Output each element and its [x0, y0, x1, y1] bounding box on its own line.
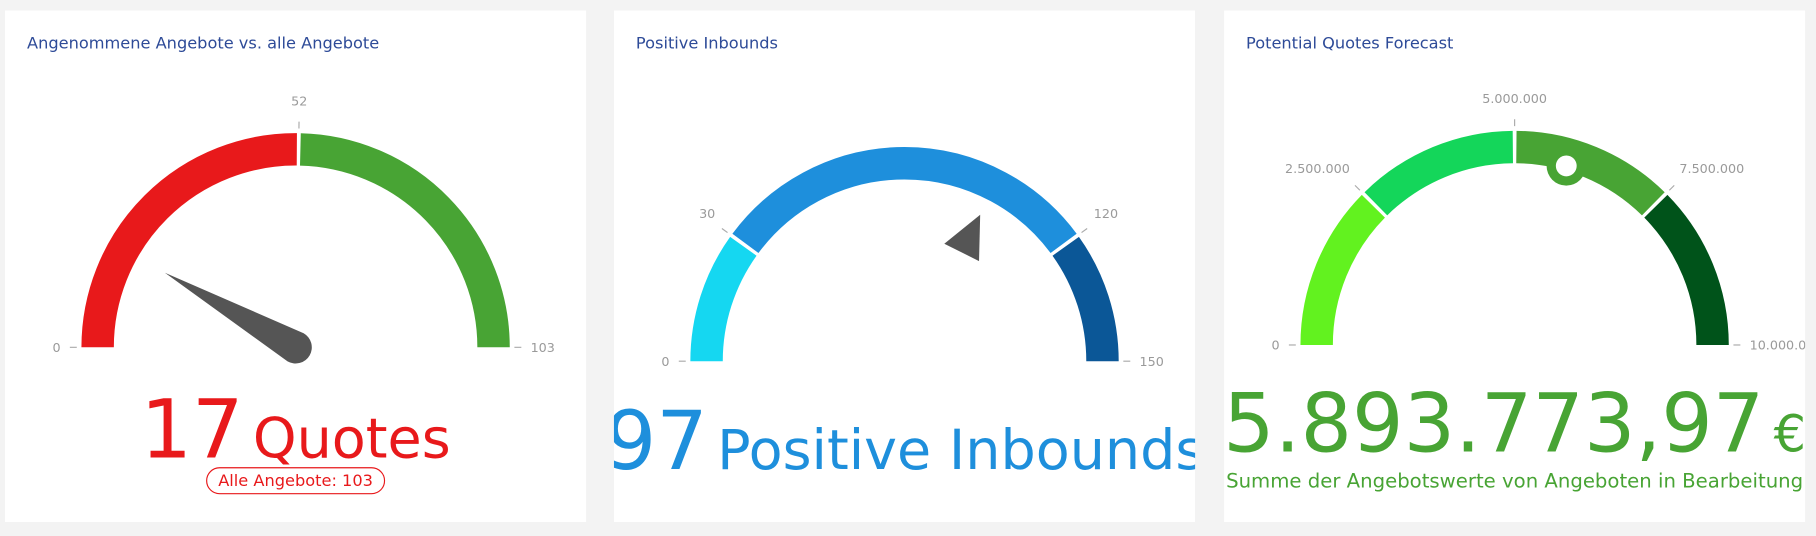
panel-title: Angenommene Angebote vs. alle Angebote [27, 34, 379, 53]
panel: Potential Quotes Forecast 0 2.500.000 5.000… [1223, 10, 1816, 523]
tick-mark [1668, 184, 1675, 191]
value-unit: € [1774, 405, 1806, 464]
tick-label: 10.000.000 [1750, 339, 1816, 354]
gauge-band [1364, 130, 1514, 216]
value-number: 97 [605, 395, 708, 489]
value-unit: Positive Inbounds [717, 418, 1204, 483]
panel-bg [613, 10, 1196, 523]
gauge-band [1300, 194, 1386, 346]
tick-label: 7.500.000 [1679, 162, 1744, 177]
tick-mark [1354, 184, 1361, 191]
pointer-ring-hole [1555, 155, 1577, 177]
needle [164, 272, 312, 364]
gauge-band [1644, 194, 1729, 346]
panel-title: Positive Inbounds [636, 34, 778, 53]
tick-label: 5.000.000 [1482, 92, 1547, 107]
gauge-band [1052, 236, 1119, 362]
tick-label: 30 [699, 207, 715, 222]
tick-mark [721, 228, 728, 234]
tick-label: 0 [1272, 339, 1280, 354]
panel-title: Potential Quotes Forecast [1246, 34, 1453, 53]
subtitle-box [206, 467, 386, 495]
panel: Angenommene Angebote vs. alle Angebote 0 5… [5, 10, 587, 523]
tick-label: 120 [1094, 207, 1118, 222]
tick-label: 52 [291, 94, 307, 109]
value-number: 5.893.773,97 [1223, 377, 1764, 471]
gauge-band [1515, 130, 1665, 216]
tick-label: 103 [531, 341, 555, 356]
value-number: 17 [141, 383, 244, 477]
value-unit: Quotes [253, 406, 451, 471]
gauge-band [732, 147, 1077, 254]
value-text: 17 Quotes [141, 383, 451, 477]
tick-label: 0 [661, 355, 669, 370]
gauge-band [81, 133, 297, 348]
subtitle: Summe der Angebotswerte von Angeboten in… [1226, 469, 1803, 492]
value-text: 5.893.773,97 € [1223, 377, 1806, 471]
subtitle: Alle Angebote: 103 [218, 471, 373, 490]
pointer-triangle [944, 214, 981, 262]
tick-label: 0 [52, 341, 60, 356]
gauge-band [299, 133, 510, 348]
tick-mark [1081, 228, 1088, 234]
value-text: 97 Positive Inbounds [605, 395, 1205, 489]
gauge-band [690, 236, 757, 362]
tick-label: 150 [1140, 355, 1164, 370]
tick-label: 2.500.000 [1285, 162, 1350, 177]
